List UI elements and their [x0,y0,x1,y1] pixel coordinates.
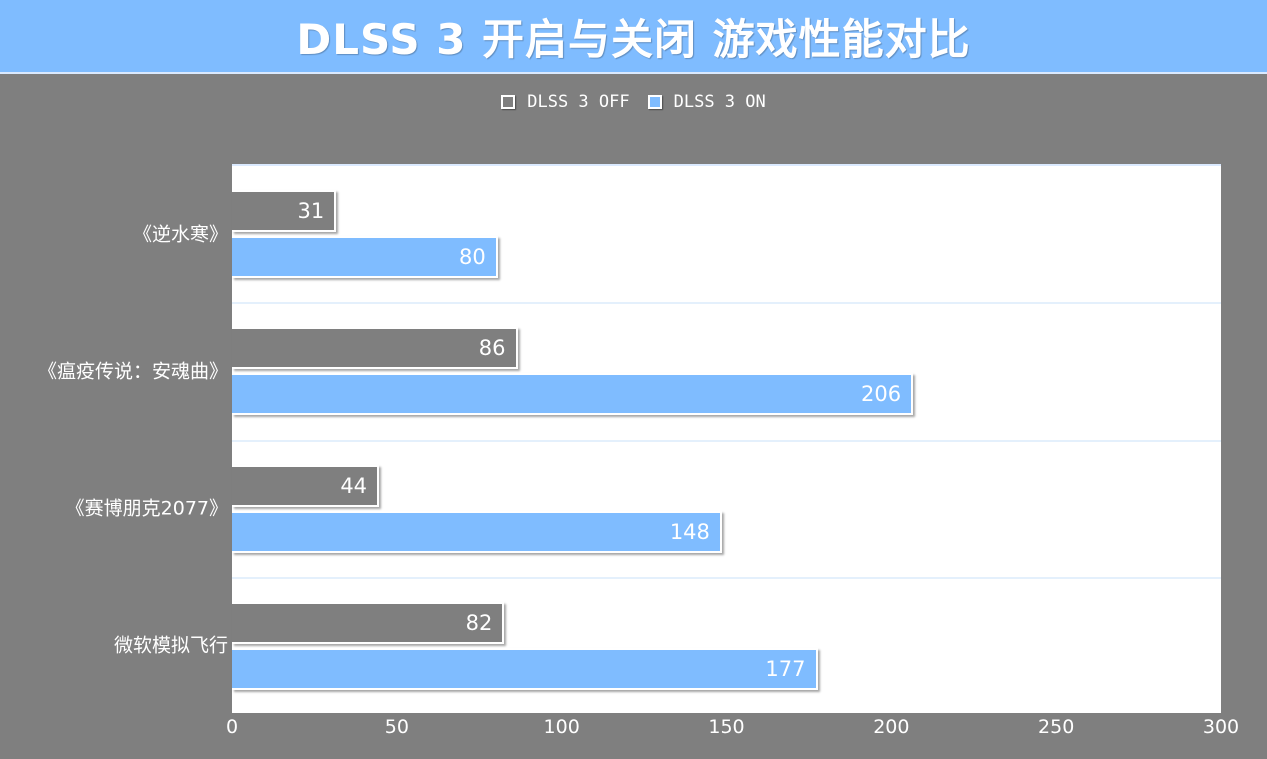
bar-dlss-off[interactable]: 31 [232,190,337,232]
legend-swatch-on [647,95,662,109]
bar-value-label: 206 [861,382,902,407]
bar-dlss-off[interactable]: 82 [232,601,505,644]
bar-dlss-off[interactable]: 86 [232,327,518,370]
legend-swatch-off [501,95,516,109]
category-divider [232,302,1221,305]
category-divider [232,439,1221,442]
x-tick-label: 100 [543,716,580,738]
category-label: 《瘟疫传说：安魂曲》 [37,360,228,383]
chart-title: DLSS 3 开启与关闭 游戏性能对比 [296,14,971,64]
bar-dlss-on[interactable]: 80 [232,236,498,278]
bar-value-label: 86 [478,336,506,361]
bar-value-label: 31 [297,199,325,223]
bar-dlss-on[interactable]: 177 [232,647,818,690]
bar-value-label: 82 [465,610,493,635]
x-tick-label: 300 [1202,716,1240,738]
bar-dlss-on[interactable]: 206 [232,373,914,416]
category-label: 微软模拟飞行 [113,634,228,657]
category-divider [232,576,1221,579]
x-tick-label: 200 [873,716,910,738]
legend: DLSS 3 OFF DLSS 3 ON [0,92,1267,112]
category-label: 《赛博朋克2077》 [65,497,228,520]
bar-dlss-off[interactable]: 44 [232,464,380,507]
bar-value-label: 80 [458,245,486,269]
legend-item-off[interactable]: DLSS 3 OFF [501,92,630,112]
title-bar: DLSS 3 开启与关闭 游戏性能对比 [0,0,1267,74]
bar-value-label: 177 [765,656,806,681]
bar-dlss-on[interactable]: 148 [232,510,722,553]
plot-area: 31 80 86 206 44 148 82 177 [232,164,1221,713]
x-tick-label: 0 [225,716,239,738]
legend-label-off: DLSS 3 OFF [527,92,630,112]
category-label: 《逆水寒》 [132,223,228,246]
legend-label-on: DLSS 3 ON [673,92,766,112]
x-tick-label: 150 [708,716,745,738]
x-tick-label: 50 [384,716,409,738]
bar-value-label: 44 [340,473,368,498]
legend-item-on[interactable]: DLSS 3 ON [647,92,766,112]
x-tick-label: 250 [1038,716,1075,738]
bar-value-label: 148 [669,519,710,544]
